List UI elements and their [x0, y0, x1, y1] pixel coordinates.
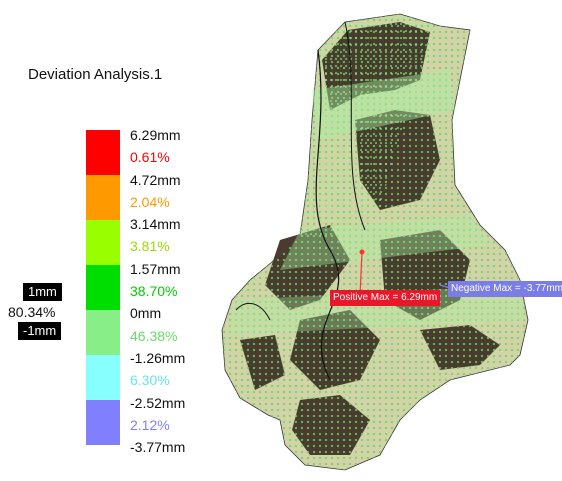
model-edge [344, 21, 366, 231]
model-edge [235, 302, 271, 321]
scale-segment [86, 355, 120, 400]
scale-label: 1.57mm [130, 260, 181, 277]
scale-label: 2.04% [130, 193, 170, 210]
tolerance-band [228, 285, 525, 335]
positive-max-leader [359, 251, 363, 296]
tolerance-range: 1mm 80.34% -1mm [0, 283, 70, 340]
scale-label: 0.61% [130, 149, 170, 166]
color-scale-bar [86, 130, 120, 445]
scale-segment [86, 175, 120, 220]
scale-segment [86, 220, 120, 265]
scale-segment [86, 400, 120, 445]
negative-max-annotation[interactable]: Negative Max = -3.77mm [448, 281, 562, 297]
range-upper-label: 1mm [23, 283, 62, 301]
range-lower-label: -1mm [18, 322, 62, 340]
scale-label: 3.14mm [130, 216, 181, 233]
tolerance-band [312, 70, 455, 140]
deviation-points-light [300, 14, 440, 240]
model-edge [315, 49, 340, 381]
scale-label: 4.72mm [130, 171, 181, 188]
deviation-points [222, 14, 528, 470]
scale-segment [86, 265, 120, 310]
scale-label: 0mm [130, 305, 162, 322]
scale-label: 46.38% [130, 327, 178, 344]
scale-label: -1.26mm [130, 349, 186, 366]
model-viewport[interactable] [210, 0, 562, 481]
scale-label: 3.81% [130, 238, 170, 255]
scale-label: 6.29mm [130, 127, 181, 143]
analysis-title: Deviation Analysis.1 [28, 66, 163, 83]
positive-max-marker [359, 249, 365, 255]
range-percent: 80.34% [8, 304, 56, 320]
positive-max-annotation[interactable]: Positive Max = 6.29mm [330, 290, 441, 306]
scale-label: 38.70% [130, 283, 178, 300]
scale-label: 2.12% [130, 416, 170, 433]
scale-label: -2.52mm [130, 394, 186, 411]
scale-label: 6.30% [130, 372, 170, 389]
tolerance-band [280, 215, 490, 270]
scale-segment [86, 310, 120, 355]
bone-model [221, 13, 529, 471]
color-scale-labels: 6.29mm 0.61% 4.72mm 2.04% 3.14mm 3.81% 1… [130, 124, 210, 458]
scale-label: -3.77mm [130, 439, 186, 456]
scale-segment [86, 130, 120, 175]
